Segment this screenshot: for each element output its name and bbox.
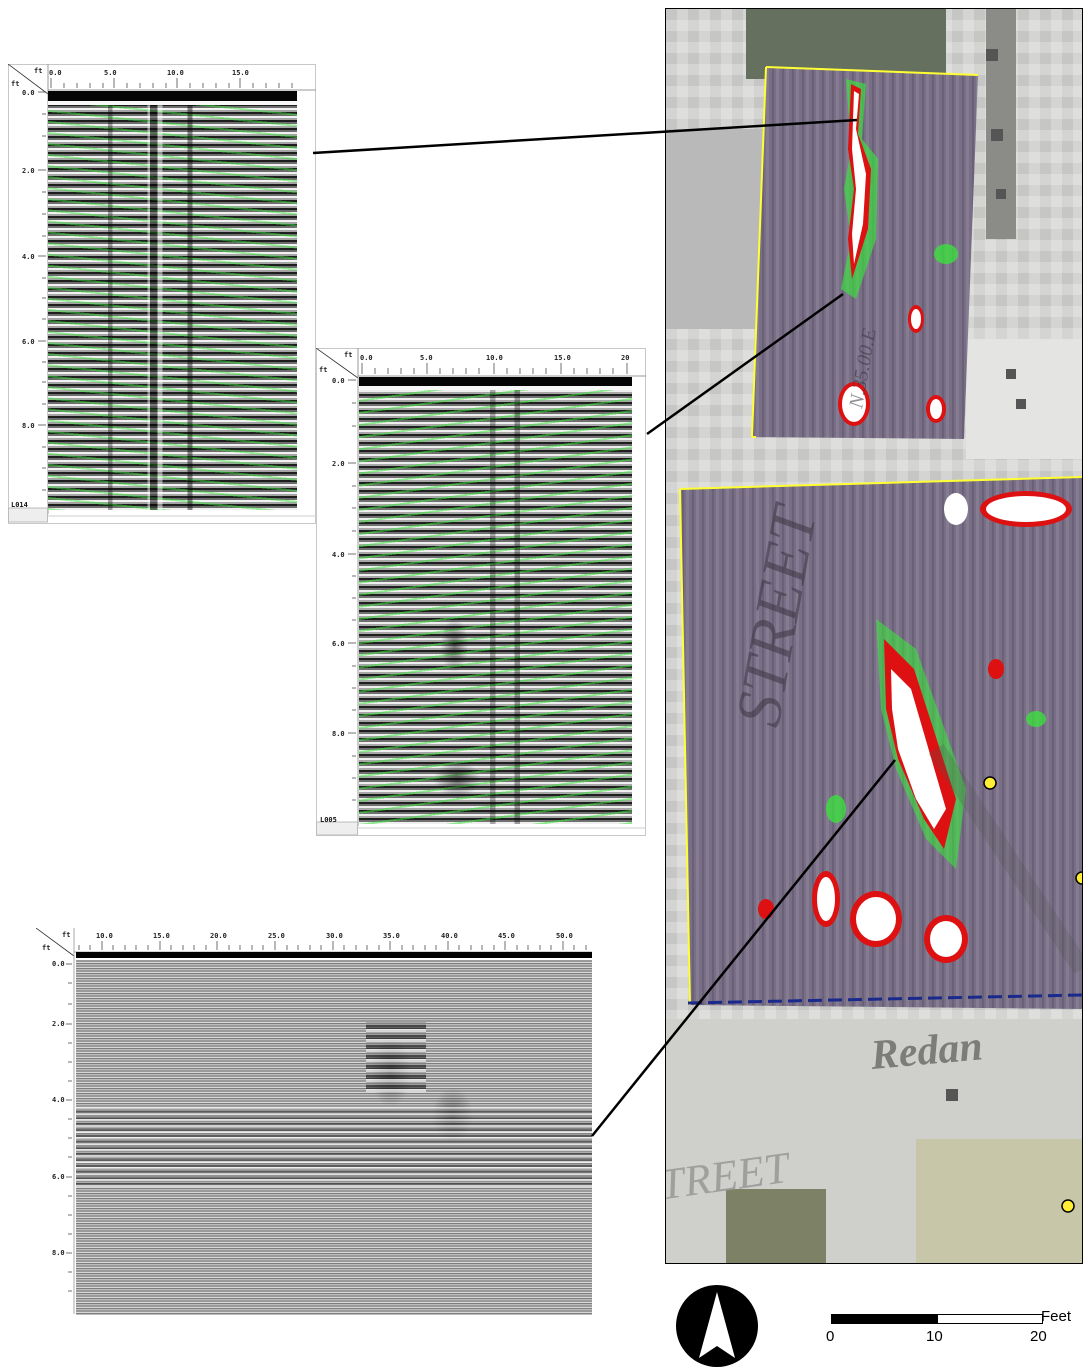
- x-ticks: [361, 363, 628, 374]
- depth-tick-label: 2.0: [52, 1020, 65, 1028]
- gpr-profile-l005: ft ft 0.0 5.0 10.0 15.0 20 0.0 2.0 4.0 6…: [316, 348, 646, 836]
- x-tick-label: 10.0: [167, 69, 184, 77]
- x-tick-label: 20.0: [210, 932, 227, 940]
- x-tick-label: 10.0: [486, 354, 503, 362]
- scale-segment-filled: [831, 1314, 939, 1324]
- depth-tick-label: 0.0: [52, 960, 65, 968]
- depth-tick-label: 8.0: [332, 730, 345, 738]
- depth-tick-label: 2.0: [332, 460, 345, 468]
- unit-label-left: ft: [11, 80, 19, 88]
- depth-tick-label: 2.0: [22, 167, 35, 175]
- unit-label-left: ft: [42, 944, 50, 952]
- x-ticks: [50, 78, 293, 88]
- x-tick-label: 15.0: [554, 354, 571, 362]
- x-tick-label: 30.0: [326, 932, 343, 940]
- radargram-image: [359, 377, 632, 824]
- depth-tick-label: 8.0: [22, 422, 35, 430]
- unit-label-top: ft: [344, 351, 352, 359]
- profile-line-id: L014: [11, 501, 28, 509]
- radargram-image: [48, 91, 297, 510]
- scale-label-0: 0: [826, 1328, 835, 1345]
- x-tick-label: 10.0: [96, 932, 113, 940]
- scale-segment-empty: [937, 1314, 1043, 1324]
- depth-tick-label: 8.0: [52, 1249, 65, 1257]
- x-tick-label: 40.0: [441, 932, 458, 940]
- unit-label-top: ft: [34, 67, 42, 75]
- depth-tick-label: 4.0: [22, 253, 35, 261]
- building-shadow-squares: [946, 49, 1026, 1101]
- gpr-profile-long: ft ft 10.0 15.0 20.0 25.0 30.0 35.0 40.0…: [36, 928, 596, 1318]
- scale-bar: [831, 1314, 1061, 1354]
- scale-label-20: 20: [1030, 1328, 1047, 1345]
- scale-unit-label: Feet: [1041, 1308, 1072, 1325]
- x-tick-label: 25.0: [268, 932, 285, 940]
- x-tick-label: 50.0: [556, 932, 573, 940]
- x-tick-label: 20: [621, 354, 629, 362]
- depth-tick-label: 4.0: [332, 551, 345, 559]
- depth-tick-label: 4.0: [52, 1096, 65, 1104]
- depth-tick-label: 6.0: [332, 640, 345, 648]
- x-tick-label: 5.0: [420, 354, 433, 362]
- x-tick-label: 15.0: [153, 932, 170, 940]
- unit-label-top: ft: [62, 931, 70, 939]
- depth-tick-label: 6.0: [22, 338, 35, 346]
- x-tick-label: 45.0: [498, 932, 515, 940]
- street-label-redan: Redan: [868, 1023, 985, 1079]
- site-map: STREET N.35.00.E Redan TREET: [665, 8, 1083, 1264]
- x-tick-label: 0.0: [49, 69, 62, 77]
- site-markers: [983, 776, 1082, 1213]
- x-tick-label: 35.0: [383, 932, 400, 940]
- radargram-image: [76, 952, 592, 1315]
- profile-line-id: L005: [320, 816, 337, 824]
- marker-point: [983, 776, 997, 790]
- map-layers: STREET N.35.00.E Redan TREET: [666, 9, 1082, 1263]
- depth-tick-label: 0.0: [332, 377, 345, 385]
- gpr-profile-l014: ft ft 0.0 5.0 10.0 15.0 0.0 2.0 4.0 6.0 …: [8, 64, 316, 524]
- depth-tick-label: 6.0: [52, 1173, 65, 1181]
- marker-point: [1061, 1199, 1075, 1213]
- marker-point: [1075, 871, 1082, 885]
- x-ticks: [78, 941, 587, 950]
- unit-label-left: ft: [319, 366, 327, 374]
- depth-tick-label: 0.0: [22, 89, 35, 97]
- x-tick-label: 0.0: [360, 354, 373, 362]
- x-tick-label: 5.0: [104, 69, 117, 77]
- north-arrow-icon: [676, 1285, 758, 1367]
- scale-label-10: 10: [926, 1328, 943, 1345]
- x-tick-label: 15.0: [232, 69, 249, 77]
